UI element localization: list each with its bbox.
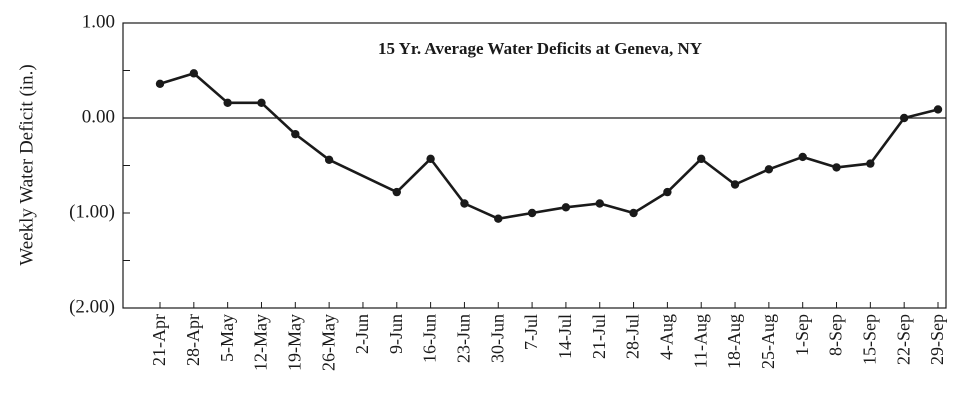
x-tick-label: 16-Jun bbox=[420, 314, 440, 363]
data-point bbox=[764, 165, 774, 174]
line-segment bbox=[599, 202, 634, 215]
data-point bbox=[223, 98, 232, 108]
x-tick-label: 11-Aug bbox=[690, 314, 710, 368]
data-point bbox=[392, 187, 401, 197]
data-point bbox=[730, 180, 740, 189]
data-point bbox=[629, 208, 638, 218]
x-tick-label: 21-Apr bbox=[149, 314, 169, 366]
data-point bbox=[561, 203, 571, 212]
line-segment bbox=[734, 168, 770, 186]
line-segment bbox=[498, 211, 533, 220]
y-tick-label: (2.00) bbox=[69, 296, 115, 317]
data-point bbox=[663, 187, 672, 197]
x-tick-label: 22-Sep bbox=[893, 314, 913, 365]
line-segment bbox=[836, 162, 871, 169]
line-segment bbox=[869, 117, 906, 165]
line-segment bbox=[294, 133, 330, 161]
x-tick-label: 2-Jun bbox=[352, 314, 372, 354]
x-tick-label: 23-Jun bbox=[454, 314, 474, 363]
data-point bbox=[460, 199, 469, 208]
line-segment bbox=[395, 157, 432, 194]
line-segment bbox=[632, 190, 669, 215]
data-point bbox=[798, 152, 807, 162]
line-segment bbox=[463, 202, 499, 220]
plot-frame bbox=[122, 22, 947, 309]
data-point bbox=[189, 69, 199, 78]
line-segment bbox=[328, 158, 398, 194]
data-point bbox=[899, 113, 909, 123]
x-tick-label: 19-May bbox=[284, 314, 304, 371]
x-tick-label: 8-Sep bbox=[826, 314, 846, 356]
data-point bbox=[494, 214, 503, 223]
x-tick-label: 12-May bbox=[251, 314, 271, 371]
data-point bbox=[933, 105, 943, 114]
data-point bbox=[832, 163, 841, 172]
x-tick-label: 26-May bbox=[318, 314, 338, 371]
x-tick-label: 5-May bbox=[217, 314, 237, 362]
line-segment bbox=[429, 158, 466, 205]
line-segment bbox=[768, 155, 804, 171]
y-axis-label: Weekly Water Deficit (in.) bbox=[16, 64, 37, 265]
line-segment bbox=[192, 72, 229, 104]
line-segment bbox=[565, 202, 600, 209]
x-tick-label: 7-Jul bbox=[521, 314, 541, 350]
x-tick-label: 25-Aug bbox=[758, 314, 778, 369]
data-point bbox=[324, 155, 334, 164]
y-tick-label: 1.00 bbox=[82, 11, 115, 32]
data-point bbox=[291, 129, 300, 139]
line-segment bbox=[260, 101, 297, 136]
line-segment bbox=[531, 206, 567, 215]
y-tick-label: 0.00 bbox=[82, 106, 115, 127]
line-segment bbox=[159, 72, 195, 86]
line-segment bbox=[903, 108, 939, 120]
x-tick-label: 21-Jul bbox=[589, 314, 609, 359]
data-point bbox=[155, 79, 165, 89]
line-segment bbox=[666, 157, 703, 194]
data-point bbox=[426, 154, 435, 164]
line-segment bbox=[802, 155, 837, 169]
x-tick-label: 9-Jun bbox=[386, 314, 406, 354]
data-point bbox=[866, 159, 875, 168]
data-point bbox=[595, 199, 604, 208]
x-tick-label: 28-Jul bbox=[623, 314, 643, 359]
data-point bbox=[527, 208, 537, 218]
x-tick-label: 1-Sep bbox=[792, 314, 812, 356]
data-point bbox=[257, 98, 266, 108]
x-tick-label: 15-Sep bbox=[859, 314, 879, 365]
data-point bbox=[697, 154, 706, 164]
x-tick-label: 29-Sep bbox=[927, 314, 947, 365]
x-tick-label: 4-Aug bbox=[657, 314, 677, 360]
x-tick-label: 28-Apr bbox=[183, 314, 203, 366]
x-tick-label: 18-Aug bbox=[724, 314, 744, 369]
x-tick-label: 30-Jun bbox=[487, 314, 507, 363]
y-tick-label: (1.00) bbox=[69, 201, 115, 222]
chart-title: 15 Yr. Average Water Deficits at Geneva,… bbox=[378, 39, 702, 58]
line-segment bbox=[700, 157, 736, 186]
x-tick-label: 14-Jul bbox=[555, 314, 575, 359]
